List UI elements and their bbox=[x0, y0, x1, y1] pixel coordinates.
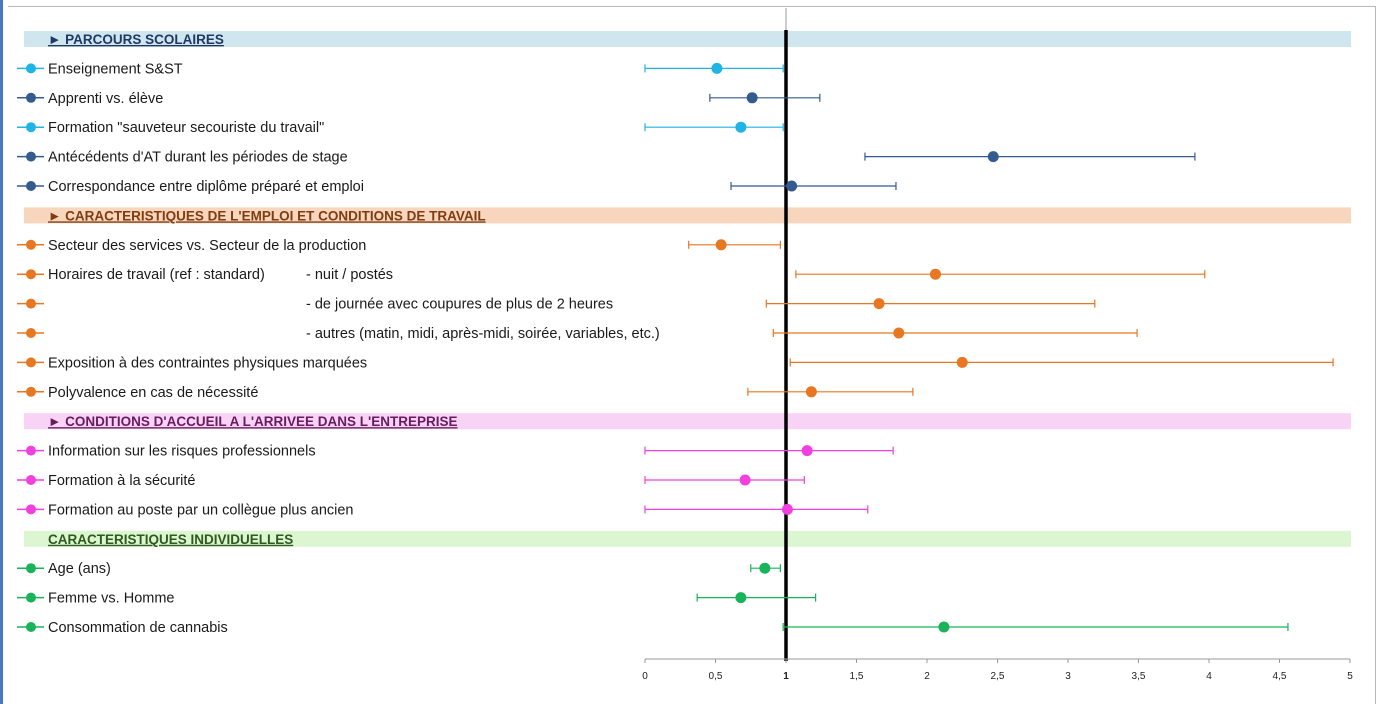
odds-ratio-point bbox=[956, 356, 968, 368]
odds-ratio-point bbox=[715, 239, 727, 251]
section-band bbox=[24, 207, 1351, 224]
x-tick-label: 2,5 bbox=[991, 671, 1005, 682]
section-title: CARACTERISTIQUES INDIVIDUELLES bbox=[48, 532, 293, 547]
odds-ratio-point bbox=[735, 592, 747, 604]
legend-marker-dot bbox=[26, 386, 36, 397]
row-label: Apprenti vs. élève bbox=[48, 91, 163, 107]
odds-ratio-point bbox=[786, 180, 798, 192]
legend-marker-dot bbox=[26, 563, 36, 574]
section-bands: ► PARCOURS SCOLAIRES ► CARACTERISTIQUES D… bbox=[24, 31, 1351, 547]
row-label: Age (ans) bbox=[48, 561, 111, 577]
odds-ratio-point bbox=[746, 92, 758, 104]
row-label: Information sur les risques professionne… bbox=[48, 444, 316, 460]
odds-ratio-point bbox=[987, 151, 999, 163]
row-label: Formation au poste par un collègue plus … bbox=[48, 502, 354, 518]
row-label: Horaires de travail (ref : standard) bbox=[48, 267, 265, 283]
odds-ratio-point bbox=[781, 503, 793, 515]
legend-marker-dot bbox=[26, 181, 36, 191]
odds-ratio-point bbox=[893, 327, 905, 339]
x-tick-label: 1,5 bbox=[850, 671, 864, 682]
section-title: ► CONDITIONS D'ACCUEIL A L'ARRIVEE DANS … bbox=[48, 414, 458, 429]
row-detail-label: - autres (matin, midi, après-midi, soiré… bbox=[306, 326, 660, 342]
odds-ratio-point bbox=[739, 474, 751, 486]
section-band bbox=[24, 413, 1351, 430]
x-tick-label: 1 bbox=[783, 671, 789, 682]
forest-rows: Enseignement S&ST Apprenti vs. élève Forma… bbox=[17, 61, 1334, 636]
x-tick-label: 0 bbox=[642, 671, 648, 682]
section-title: ► CARACTERISTIQUES DE L'EMPLOI ET CONDIT… bbox=[48, 208, 486, 223]
legend-marker-dot bbox=[26, 357, 36, 368]
legend-marker-dot bbox=[26, 151, 36, 162]
odds-ratio-point bbox=[805, 386, 817, 398]
odds-ratio-point bbox=[759, 562, 771, 574]
legend-marker-dot bbox=[26, 592, 36, 603]
legend-marker-dot bbox=[26, 445, 36, 456]
x-tick-label: 3 bbox=[1065, 671, 1071, 682]
legend-marker-dot bbox=[26, 239, 36, 250]
row-label: Consommation de cannabis bbox=[48, 620, 228, 636]
section-title: ► PARCOURS SCOLAIRES bbox=[48, 32, 224, 47]
legend-marker-dot bbox=[26, 328, 36, 338]
row-label: Enseignement S&ST bbox=[48, 61, 183, 77]
legend-marker-dot bbox=[26, 475, 36, 485]
row-label: Secteur des services vs. Secteur de la p… bbox=[48, 238, 366, 254]
x-tick-label: 5 bbox=[1347, 671, 1353, 682]
x-axis: 0 0,5 1 1,5 2 2,5 3 3,5 4 4,5 5 bbox=[642, 8, 1353, 682]
x-tick-label: 4 bbox=[1206, 671, 1212, 682]
legend-marker-dot bbox=[26, 122, 36, 133]
x-tick-label: 3,5 bbox=[1132, 671, 1146, 682]
legend-marker-dot bbox=[26, 269, 36, 280]
odds-ratio-point bbox=[938, 621, 950, 633]
row-detail-label: - de journée avec coupures de plus de 2 … bbox=[306, 297, 613, 313]
section-band bbox=[24, 31, 1351, 47]
odds-ratio-point bbox=[873, 298, 885, 310]
odds-ratio-point bbox=[929, 268, 941, 280]
odds-ratio-point bbox=[801, 445, 813, 457]
legend-marker-dot bbox=[26, 622, 36, 632]
row-label: Exposition à des contraintes physiques m… bbox=[48, 355, 367, 371]
row-detail-label: - nuit / postés bbox=[306, 267, 393, 283]
x-tick-label: 0,5 bbox=[709, 671, 723, 682]
row-label: Femme vs. Homme bbox=[48, 591, 175, 607]
row-label: Formation à la sécurité bbox=[48, 473, 195, 489]
row-label: Antécédents d'AT durant les périodes de … bbox=[48, 150, 348, 166]
legend-marker-dot bbox=[26, 63, 36, 74]
legend-marker-dot bbox=[26, 504, 36, 515]
legend-marker-dot bbox=[26, 92, 36, 103]
x-tick-label: 2 bbox=[924, 671, 930, 682]
odds-ratio-point bbox=[711, 62, 723, 74]
row-label: Polyvalence en cas de nécessité bbox=[48, 385, 258, 401]
odds-ratio-point bbox=[735, 121, 747, 133]
section-band bbox=[24, 530, 1351, 547]
x-tick-label: 4,5 bbox=[1273, 671, 1287, 682]
legend-marker-dot bbox=[26, 298, 36, 309]
row-label: Correspondance entre diplôme préparé et … bbox=[48, 179, 364, 195]
row-label: Formation "sauveteur secouriste du trava… bbox=[48, 120, 324, 136]
